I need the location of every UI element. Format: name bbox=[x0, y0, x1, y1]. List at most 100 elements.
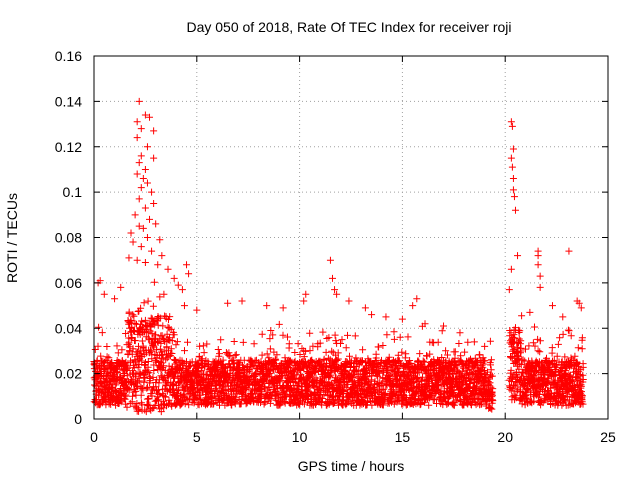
roti-data-point bbox=[536, 283, 544, 291]
roti-data-point bbox=[158, 252, 166, 260]
roti-data-point bbox=[146, 113, 154, 121]
y-tick-label: 0 bbox=[74, 411, 82, 427]
roti-data-point bbox=[507, 118, 515, 126]
roti-data-point bbox=[170, 274, 178, 282]
ticks-layer bbox=[93, 55, 609, 420]
roti-data-point bbox=[148, 188, 156, 196]
roti-data-point bbox=[514, 252, 522, 260]
roti-data-point bbox=[156, 236, 164, 244]
roti-data-point bbox=[137, 243, 145, 251]
y-tick-label: 0.02 bbox=[55, 366, 82, 382]
roti-data-point bbox=[328, 274, 336, 282]
roti-data-point bbox=[178, 286, 186, 294]
roti-data-point bbox=[141, 258, 149, 266]
x-tick-label: 0 bbox=[90, 429, 98, 445]
roti-data-point bbox=[193, 306, 201, 314]
x-tick-label: 15 bbox=[395, 429, 411, 445]
roti-data-point bbox=[143, 143, 151, 151]
roti-data-point bbox=[152, 220, 160, 228]
roti-data-point bbox=[143, 179, 151, 187]
x-tick-label: 10 bbox=[292, 429, 308, 445]
roti-data-point bbox=[368, 311, 376, 319]
roti-data-point bbox=[133, 118, 141, 126]
roti-data-point bbox=[509, 145, 517, 153]
roti-data-point bbox=[117, 283, 125, 291]
roti-data-point bbox=[456, 329, 464, 337]
roti-data-point bbox=[413, 295, 421, 303]
roti-data-point bbox=[238, 297, 246, 305]
roti-data-point bbox=[141, 204, 149, 212]
roti-data-point bbox=[148, 247, 156, 255]
roti-data-point bbox=[526, 308, 534, 316]
roti-data-point bbox=[421, 320, 429, 328]
roti-data-point bbox=[326, 256, 334, 264]
roti-data-point bbox=[534, 261, 542, 269]
roti-data-point bbox=[137, 125, 145, 133]
roti-data-point bbox=[302, 290, 310, 298]
y-axis-title: ROTI / TECUs bbox=[4, 193, 20, 283]
roti-data-point bbox=[111, 295, 119, 303]
roti-data-point bbox=[398, 315, 406, 323]
roti-data-point bbox=[135, 195, 143, 203]
roti-data-point bbox=[139, 175, 147, 183]
y-tick-label: 0.04 bbox=[55, 320, 82, 336]
grid-layer bbox=[94, 56, 608, 419]
roti-data-point bbox=[470, 338, 478, 346]
roti-data-point bbox=[577, 304, 585, 312]
roti-data-point bbox=[507, 265, 515, 273]
roti-data-point bbox=[135, 159, 143, 167]
data-points-layer bbox=[90, 97, 587, 416]
tick-labels-layer: 0 5 10 15 20 25 0 0.02 0.04 0.06 0.08 0.1 0.12 0.14 0.… bbox=[55, 48, 616, 445]
y-tick-label: 0.06 bbox=[55, 275, 82, 291]
roti-data-point bbox=[565, 247, 573, 255]
roti-data-point bbox=[96, 277, 104, 285]
roti-data-point bbox=[137, 152, 145, 160]
roti-data-point bbox=[129, 238, 137, 246]
chart-title: Day 050 of 2018, Rate Of TEC Index for r… bbox=[186, 19, 511, 35]
y-tick-label: 0.1 bbox=[63, 184, 83, 200]
roti-data-point bbox=[135, 222, 143, 230]
roti-data-point bbox=[135, 97, 143, 105]
roti-data-point bbox=[139, 224, 147, 232]
roti-data-point bbox=[154, 261, 162, 269]
roti-data-point bbox=[508, 122, 516, 130]
x-axis-title: GPS time / hours bbox=[298, 458, 405, 474]
y-tick-label: 0.12 bbox=[55, 139, 82, 155]
roti-data-point bbox=[511, 206, 519, 214]
roti-data-point bbox=[507, 154, 515, 162]
roti-data-point bbox=[160, 290, 168, 298]
roti-data-point bbox=[345, 297, 353, 305]
roti-data-point bbox=[559, 313, 567, 321]
roti-data-point bbox=[331, 286, 339, 294]
roti-data-point bbox=[100, 290, 108, 298]
roti-data-point bbox=[133, 134, 141, 142]
roti-data-point bbox=[131, 211, 139, 219]
roti-data-point bbox=[143, 234, 151, 241]
y-tick-label: 0.14 bbox=[55, 93, 82, 109]
roti-data-point bbox=[141, 111, 149, 119]
x-tick-label: 5 bbox=[193, 429, 201, 445]
roti-data-point bbox=[164, 265, 172, 273]
roti-data-point bbox=[409, 302, 417, 310]
roti-data-point bbox=[279, 304, 287, 312]
roti-data-point bbox=[224, 299, 232, 307]
roti-data-point bbox=[300, 297, 308, 305]
roti-data-point bbox=[263, 302, 271, 310]
roti-data-point bbox=[575, 299, 583, 307]
roti-data-point bbox=[127, 229, 135, 237]
roti-data-point bbox=[508, 163, 516, 171]
y-tick-label: 0.08 bbox=[55, 230, 82, 246]
roti-data-point bbox=[141, 165, 149, 173]
y-tick-label: 0.16 bbox=[55, 48, 82, 64]
roti-data-point bbox=[509, 186, 517, 194]
roti-data-point bbox=[150, 154, 158, 162]
roti-data-point bbox=[440, 322, 448, 330]
roti-data-point bbox=[125, 254, 133, 262]
roti-data-point bbox=[137, 184, 145, 192]
roti-data-point bbox=[361, 304, 369, 312]
x-tick-label: 20 bbox=[497, 429, 513, 445]
roti-data-point bbox=[133, 170, 141, 178]
roti-data-point bbox=[481, 342, 489, 350]
